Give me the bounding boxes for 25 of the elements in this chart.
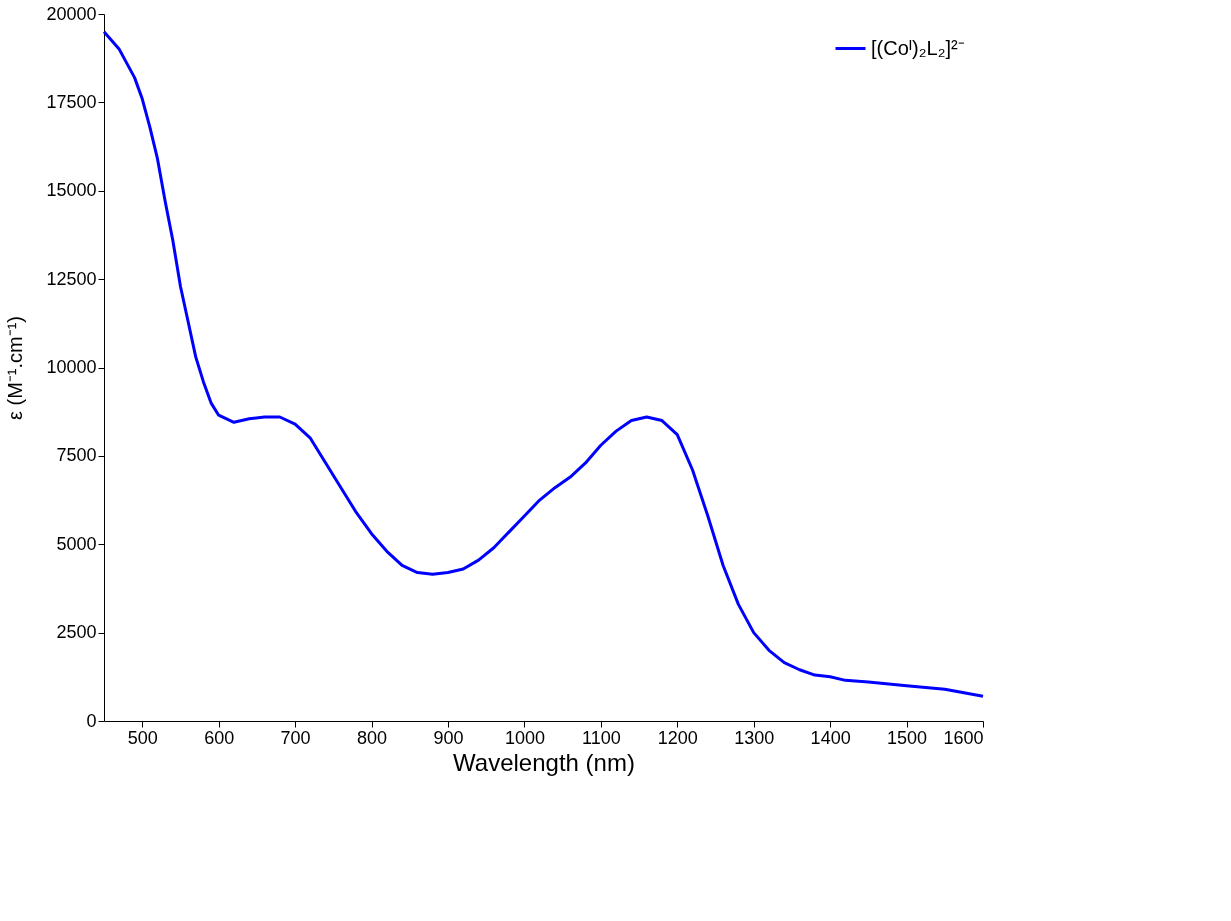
x-tick-label: 1200 — [657, 727, 698, 748]
y-tick-label: 0 — [86, 710, 97, 731]
y-tick-label: 17500 — [46, 91, 97, 112]
y-tick-label: 5000 — [56, 533, 97, 554]
x-tick-label: 1500 — [887, 727, 928, 748]
x-tick-label: 1400 — [810, 727, 851, 748]
x-tick-label: 700 — [280, 727, 311, 748]
y-tick-label: 7500 — [56, 445, 97, 466]
y-tick-label: 12500 — [46, 268, 97, 289]
x-tick-label: 800 — [357, 727, 388, 748]
x-tick-label: 600 — [204, 727, 235, 748]
x-tick-label: 1000 — [504, 727, 545, 748]
x-tick-label: 900 — [433, 727, 464, 748]
y-tick-label: 15000 — [46, 180, 97, 201]
x-tick-label: 500 — [127, 727, 158, 748]
x-tick-label: 1600 — [943, 727, 984, 748]
y-axis-title: ε (M⁻¹.cm⁻¹) — [4, 316, 27, 420]
x-axis-title: Wavelength (nm) — [453, 748, 635, 776]
x-tick-label: 1100 — [581, 727, 621, 748]
line-series — [102, 30, 985, 698]
y-tick-label: 20000 — [46, 3, 97, 24]
y-tick-label: 2500 — [56, 622, 97, 643]
y-tick-label: 10000 — [46, 357, 97, 377]
x-tick-label: 1300 — [734, 727, 775, 748]
legend-label: [(Coᴵ)₂L₂]²⁻ — [871, 36, 965, 59]
